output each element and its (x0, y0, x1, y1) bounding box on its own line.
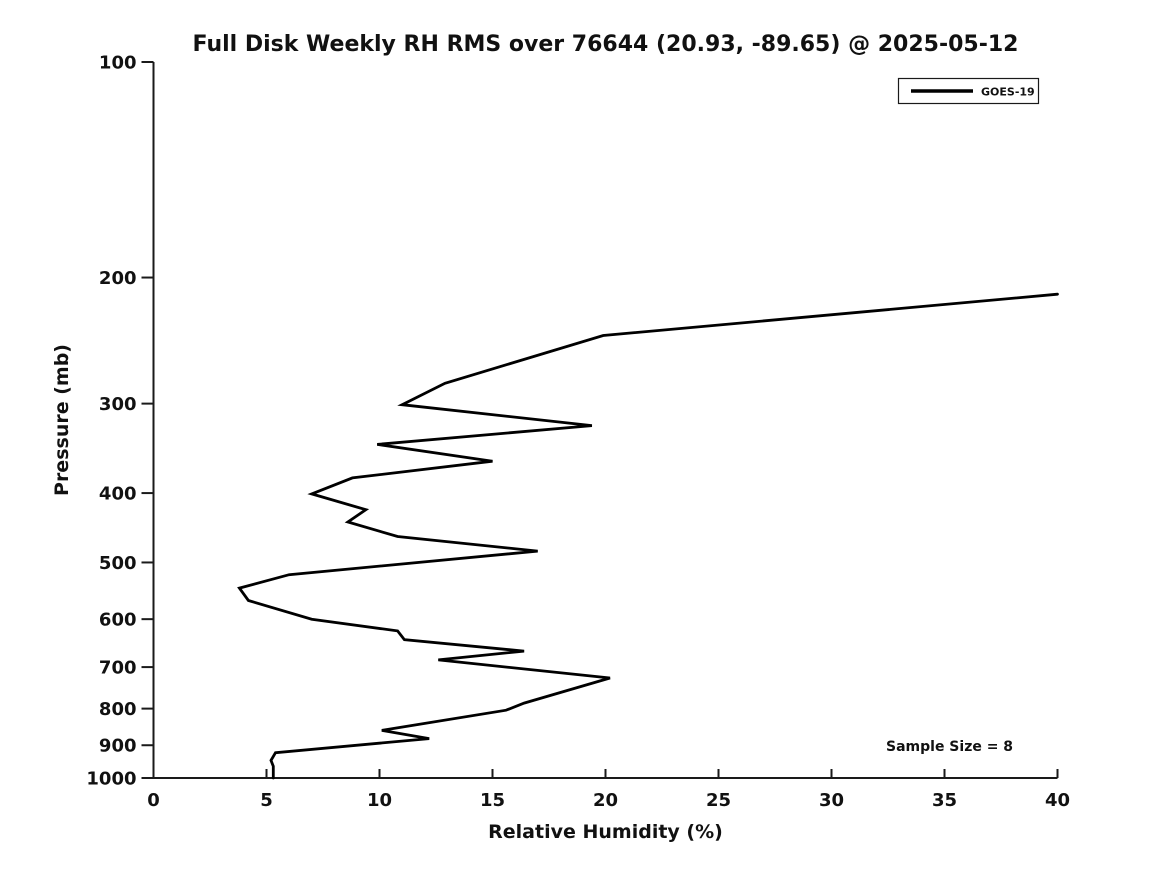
y-tick-label: 900 (99, 736, 137, 757)
y-tick-label: 1000 (86, 769, 136, 790)
x-tick-label: 20 (593, 790, 618, 811)
sample-size-annotation: Sample Size = 8 (886, 739, 1013, 755)
y-tick-label: 500 (99, 553, 137, 574)
x-tick-label: 5 (260, 790, 273, 811)
x-tick-label: 35 (932, 790, 957, 811)
y-tick-label: 800 (99, 699, 137, 720)
y-axis-label: Pressure (mb) (51, 344, 73, 496)
plot-title: Full Disk Weekly RH RMS over 76644 (20.9… (193, 32, 1019, 57)
x-tick-label: 25 (706, 790, 731, 811)
x-tick-label: 0 (147, 790, 160, 811)
data-line-goes-19 (237, 292, 1059, 780)
y-tick-label: 100 (99, 53, 137, 74)
x-tick-label: 15 (480, 790, 505, 811)
y-tick-label: 600 (99, 610, 137, 631)
y-tick-label: 700 (99, 658, 137, 679)
x-tick-label: 40 (1045, 790, 1070, 811)
x-axis-label: Relative Humidity (%) (488, 821, 723, 843)
y-tick-label: 300 (99, 394, 137, 415)
legend-label: GOES-19 (981, 86, 1035, 99)
y-tick-label: 400 (99, 484, 137, 505)
y-tick-label: 200 (99, 268, 137, 289)
x-tick-label: 10 (367, 790, 392, 811)
x-tick-label: 30 (819, 790, 844, 811)
